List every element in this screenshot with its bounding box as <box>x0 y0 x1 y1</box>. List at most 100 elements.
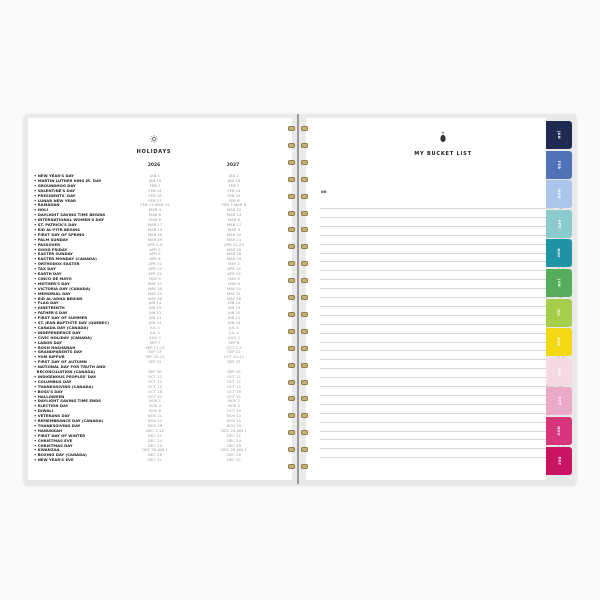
holiday-date-2026: NOV 11 <box>147 418 163 423</box>
bucket-list-entry-line[interactable] <box>320 305 554 307</box>
bucket-list-entry-line[interactable] <box>320 270 554 272</box>
bucket-list-entry-line[interactable] <box>320 288 554 290</box>
bullet: • <box>34 231 38 237</box>
holiday-date-2026: JUL 4 <box>150 329 160 335</box>
bullet: • <box>34 413 38 419</box>
bullet: • <box>34 373 38 379</box>
bucket-list-entry-line[interactable] <box>320 368 554 370</box>
bucket-list-entry-line[interactable] <box>320 430 554 432</box>
spiral-ring <box>288 295 308 300</box>
holiday-row: • EID AL-FITR BEGINS MAR 19 MAR 9 <box>34 227 286 232</box>
holiday-row: • VETERANS DAY NOV 11 NOV 11 <box>34 413 286 418</box>
holiday-date-2027: MAY 24 <box>227 285 241 291</box>
bucket-list-entry-line[interactable] <box>320 332 554 334</box>
bullet: • <box>34 197 38 203</box>
holiday-name: • FIRST DAY OF WINTER <box>34 432 86 438</box>
tab-may[interactable]: MAY <box>546 239 572 268</box>
bullet: • <box>34 457 38 463</box>
tab-aug[interactable]: AUG <box>546 328 572 357</box>
tab-label: SEP <box>556 367 561 376</box>
holiday-date-2026: DEC 25 <box>147 442 162 448</box>
tab-label: JUN <box>556 279 561 287</box>
holiday-date-2027: OCT 16 <box>227 388 241 394</box>
bucket-list-entry-line[interactable] <box>320 297 554 298</box>
bullet: • <box>34 324 38 330</box>
bullet: • <box>34 388 38 394</box>
bucket-list-entry-line[interactable] <box>320 412 554 414</box>
holiday-row: • CIVIC HOLIDAY (CANADA) AUG 3 AUG 2 <box>34 335 286 340</box>
bucket-list-entry-line[interactable] <box>320 234 554 236</box>
tab-feb[interactable]: FEB <box>546 150 572 179</box>
holiday-name: • VICTORIA DAY (CANADA) <box>34 285 91 291</box>
holiday-row: • EARTH DAY APR 22 APR 22 <box>34 271 286 276</box>
holiday-row: • THANKSGIVING DAY NOV 26 NOV 25 <box>34 423 286 428</box>
holiday-name: • LABOR DAY <box>34 339 62 345</box>
bullet: • <box>34 452 38 458</box>
holiday-date-2027: OCT 31 <box>227 393 241 399</box>
holiday-date-2026: NOV 8 <box>149 408 161 414</box>
tab-jul[interactable]: JUL <box>546 298 572 327</box>
bucket-list-entry-line[interactable] <box>320 377 554 379</box>
holiday-name: • HOLI <box>34 207 48 213</box>
bucket-list-entry-line[interactable] <box>320 394 554 396</box>
bullet: • <box>34 202 38 208</box>
holiday-date-2027: MAR 20 <box>226 231 242 237</box>
holiday-date-2026: APR 12 <box>148 261 162 267</box>
holiday-row: • REMEMBRANCE DAY (CANADA) NOV 11 NOV 11 <box>34 418 286 423</box>
holiday-date-2027: MAY 5 <box>228 275 240 281</box>
bucket-list-entry-line[interactable] <box>320 341 554 343</box>
holiday-date-2026: NOV 11 <box>147 413 163 419</box>
bucket-list-entry-line[interactable] <box>320 208 554 209</box>
holiday-date-2026: MAR 19 <box>147 226 163 232</box>
tab-dec[interactable]: DEC <box>546 446 572 475</box>
holiday-row: • THANKSGIVING (CANADA) OCT 12 OCT 11 <box>34 384 286 389</box>
bucket-list-entry-line[interactable] <box>320 448 554 450</box>
bucket-list-entry-line[interactable] <box>320 421 554 423</box>
holiday-date-2026: OCT 12 <box>148 383 162 389</box>
holiday-date-2026: MAR 29 <box>147 236 163 242</box>
holiday-date-2027: APR 15 <box>227 266 241 272</box>
holiday-row: • NATIONAL DAY FOR TRUTH AND <box>34 364 286 369</box>
bullet: • <box>34 217 38 223</box>
holiday-date-2026: JUN 21 <box>148 315 162 321</box>
bucket-list-entry-line[interactable] <box>320 350 554 352</box>
tab-jun[interactable]: JUN <box>546 269 572 297</box>
bucket-list-entry-line[interactable] <box>320 323 554 325</box>
bucket-list-entry-line[interactable] <box>320 216 554 218</box>
holiday-name: • THANKSGIVING DAY <box>34 422 81 428</box>
bucket-list-entry-line[interactable] <box>320 261 554 263</box>
tab-mar[interactable]: MAR <box>546 180 572 209</box>
tab-jan[interactable]: JAN <box>546 121 572 149</box>
spiral-ring <box>288 159 308 165</box>
holiday-date-2027: MAY 2 <box>228 261 240 267</box>
bucket-list-entry-line[interactable] <box>320 279 554 281</box>
tab-oct[interactable]: OCT <box>546 387 572 416</box>
tab-nov[interactable]: NOV <box>546 417 572 445</box>
bucket-list-page <box>306 118 546 480</box>
bucket-list-entry-line[interactable] <box>320 359 554 361</box>
spiral-ring <box>288 142 308 148</box>
bucket-list-entry-line[interactable] <box>320 243 554 245</box>
holiday-name: • INDIGENOUS PEOPLES' DAY <box>34 373 97 379</box>
tab-apr[interactable]: APR <box>546 209 572 238</box>
holiday-name: • MARTIN LUTHER KING JR. DAY <box>34 177 102 183</box>
bucket-list-entry-line[interactable] <box>320 403 554 405</box>
bucket-list-entry-line[interactable] <box>320 314 554 316</box>
holiday-date-2026: OCT 16 <box>148 388 162 394</box>
tab-sep[interactable]: SEP <box>546 357 572 386</box>
holiday-date-2027: JUN 20 <box>227 310 241 316</box>
sun-icon <box>150 135 158 143</box>
spiral-ring <box>288 193 308 199</box>
bucket-list-entry-line[interactable] <box>320 252 554 254</box>
bucket-list-entry-line[interactable] <box>320 457 554 459</box>
holiday-date-2027: SEP 23 <box>227 359 241 365</box>
holiday-date-2026: MAR 8 <box>148 212 162 218</box>
bucket-list-entry-line[interactable] <box>320 386 554 387</box>
holiday-row: • RAMADAN FEB 17-MAR 19 FEB 7-MAR 8 <box>34 202 286 207</box>
bullet: • <box>34 285 38 291</box>
bucket-list-entry-line[interactable] <box>320 439 554 441</box>
holiday-date-2026: NOV 26 <box>147 422 163 428</box>
holiday-date-2027: DEC 26-JAN 1 <box>221 447 247 453</box>
bucket-list-entry-line[interactable] <box>320 225 554 227</box>
holiday-name: • GOOD FRIDAY <box>34 246 68 252</box>
